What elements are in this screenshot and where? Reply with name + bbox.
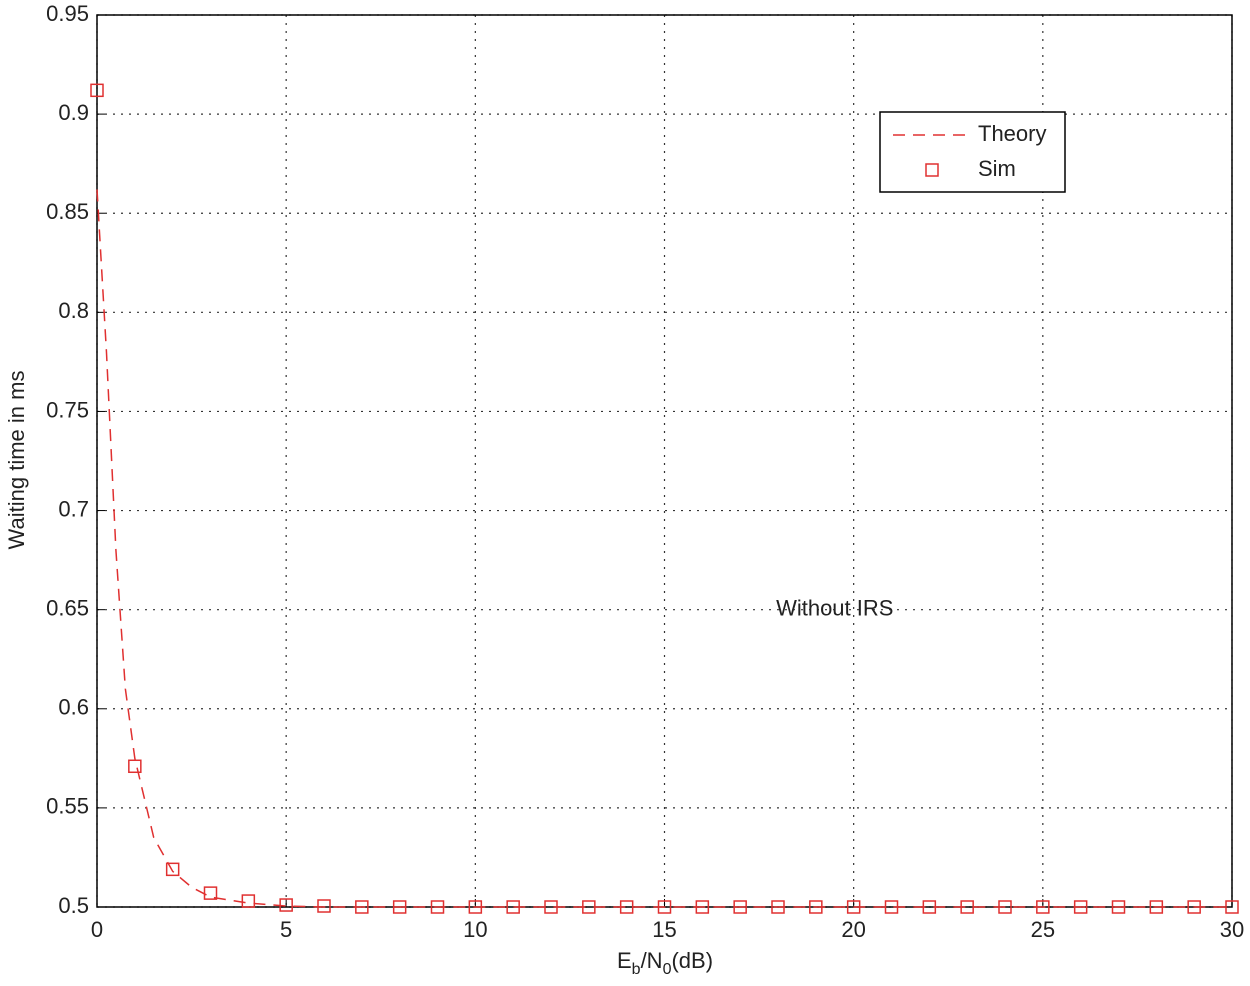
y-axis-label: Waiting time in ms xyxy=(4,371,29,550)
x-tick-label: 10 xyxy=(463,917,487,942)
x-tick-label: 30 xyxy=(1220,917,1244,942)
marker xyxy=(1149,900,1164,914)
marker xyxy=(1225,900,1239,914)
marker xyxy=(355,900,369,914)
marker xyxy=(203,886,218,900)
x-tick-label: 20 xyxy=(841,917,865,942)
marker xyxy=(544,900,558,914)
x-tick-label: 15 xyxy=(652,917,676,942)
x-tick-label: 5 xyxy=(280,917,292,942)
x-label-part: (dB) xyxy=(671,948,713,973)
marker xyxy=(430,900,445,914)
x-label-part: /N xyxy=(641,948,663,973)
marker xyxy=(922,900,937,914)
marker xyxy=(1111,900,1126,914)
marker xyxy=(1036,900,1050,914)
marker xyxy=(884,900,899,914)
marker xyxy=(657,900,672,914)
x-axis-label: Eb/N0(dB) xyxy=(617,948,713,978)
marker xyxy=(241,894,256,908)
x-label-part: E xyxy=(617,948,632,973)
marker xyxy=(1073,900,1088,914)
y-tick-label: 0.55 xyxy=(46,794,89,819)
y-tick-label: 0.95 xyxy=(46,1,89,26)
marker xyxy=(317,899,331,913)
marker xyxy=(771,900,785,914)
legend-swatch xyxy=(925,163,939,177)
marker xyxy=(695,900,710,914)
marker xyxy=(809,900,823,914)
x-tick-label: 25 xyxy=(1031,917,1055,942)
y-tick-label: 0.85 xyxy=(46,199,89,224)
marker xyxy=(468,900,483,914)
legend-box xyxy=(879,111,1066,193)
x-tick-label: 0 xyxy=(91,917,103,942)
y-tick-label: 0.7 xyxy=(58,496,89,521)
x-label-sub: 0 xyxy=(663,961,672,978)
y-tick-label: 0.5 xyxy=(58,893,89,918)
marker xyxy=(165,862,180,877)
marker xyxy=(733,900,747,914)
legend-label: Theory xyxy=(978,121,1046,146)
marker xyxy=(998,900,1012,914)
x-label-sub: b xyxy=(632,961,641,978)
marker xyxy=(582,900,596,914)
y-tick-label: 0.65 xyxy=(46,595,89,620)
marker xyxy=(506,900,520,914)
legend-label: Sim xyxy=(978,156,1016,181)
marker xyxy=(619,900,634,914)
y-tick-label: 0.9 xyxy=(58,100,89,125)
y-tick-label: 0.8 xyxy=(58,298,89,323)
y-tick-label: 0.6 xyxy=(58,695,89,720)
marker xyxy=(1187,900,1201,914)
marker xyxy=(279,898,293,912)
y-tick-label: 0.75 xyxy=(46,397,89,422)
marker xyxy=(846,900,861,914)
marker xyxy=(960,900,974,914)
marker xyxy=(128,759,142,774)
marker xyxy=(392,900,407,914)
marker xyxy=(90,83,104,98)
annotation: Without IRS xyxy=(776,595,893,620)
